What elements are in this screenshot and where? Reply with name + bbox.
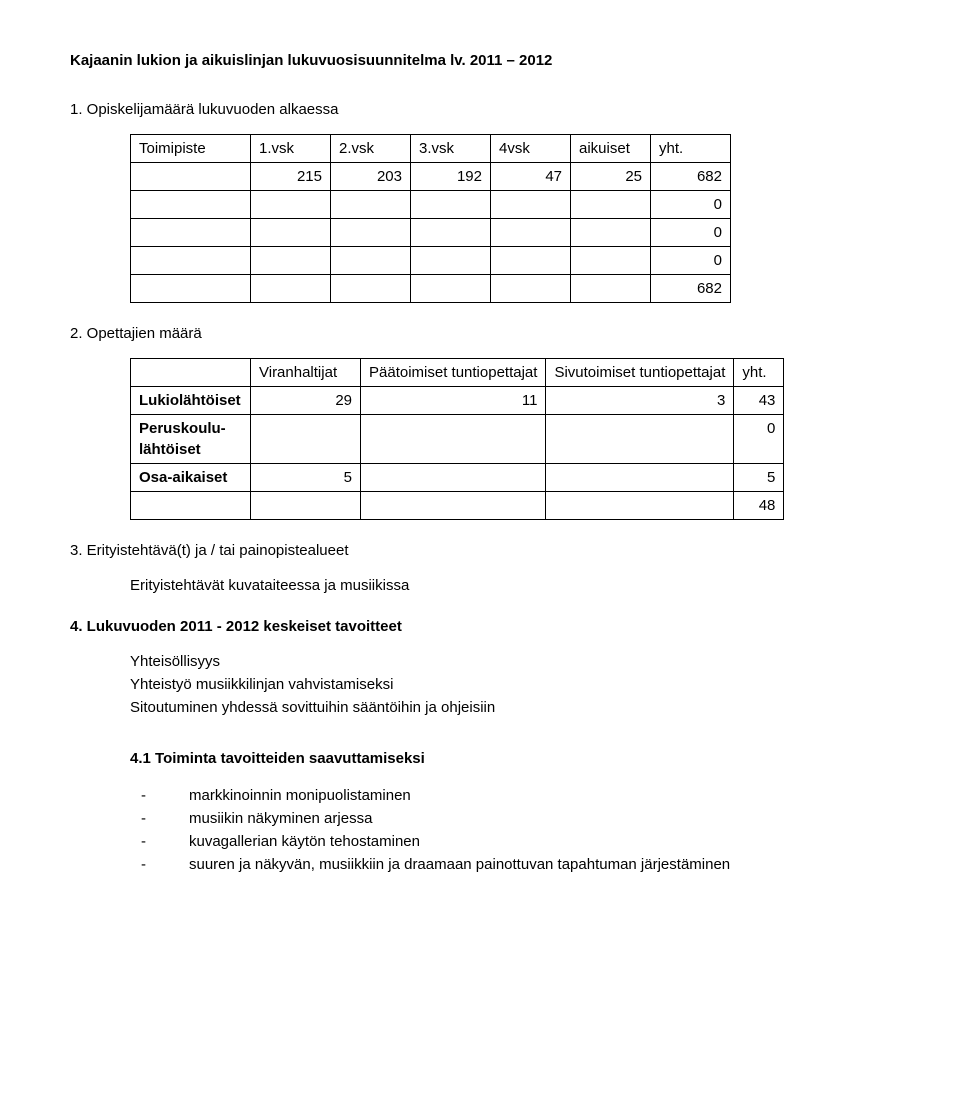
table-cell — [331, 219, 411, 247]
table-cell: 682 — [651, 163, 731, 191]
table-cell: 0 — [651, 191, 731, 219]
table-cell: 5 — [734, 464, 784, 492]
table-cell — [571, 219, 651, 247]
student-count-table: Toimipiste 1.vsk 2.vsk 3.vsk 4vsk aikuis… — [130, 134, 731, 303]
goals-list: Yhteisöllisyys Yhteistyö musiikkilinjan … — [130, 651, 890, 718]
col-paatoimiset: Päätoimiset tuntiopettajat — [361, 359, 546, 387]
table-cell — [491, 275, 571, 303]
table-cell: 11 — [361, 387, 546, 415]
table-row: Osa-aikaiset 5 5 — [131, 464, 784, 492]
table-cell — [546, 464, 734, 492]
row-label — [131, 492, 251, 520]
col-1vsk: 1.vsk — [251, 135, 331, 163]
table-row: 48 — [131, 492, 784, 520]
table-cell — [546, 492, 734, 520]
table-row: 0 — [131, 219, 731, 247]
table-cell — [331, 275, 411, 303]
table-cell: 5 — [251, 464, 361, 492]
table-cell: 0 — [651, 247, 731, 275]
goal-item: Sitoutuminen yhdessä sovittuihin sääntöi… — [130, 697, 890, 718]
table-cell — [361, 464, 546, 492]
table-row: 0 — [131, 191, 731, 219]
table-cell: 47 — [491, 163, 571, 191]
table-cell — [131, 219, 251, 247]
table-cell — [491, 191, 571, 219]
col-viranhaltijat: Viranhaltijat — [251, 359, 361, 387]
table-cell — [131, 191, 251, 219]
section-4-1-heading: 4.1 Toiminta tavoitteiden saavuttamiseks… — [130, 748, 890, 769]
table-cell — [331, 247, 411, 275]
table-cell: 682 — [651, 275, 731, 303]
table-row: Lukiolähtöiset 29 11 3 43 — [131, 387, 784, 415]
list-item: suuren ja näkyvän, musiikkiin ja draamaa… — [165, 854, 890, 875]
col-toimipiste: Toimipiste — [131, 135, 251, 163]
table-header-row: Viranhaltijat Päätoimiset tuntiopettajat… — [131, 359, 784, 387]
table-cell — [411, 275, 491, 303]
table-cell — [251, 415, 361, 464]
table-row: 682 — [131, 275, 731, 303]
table-cell — [571, 191, 651, 219]
section-2-heading: 2. Opettajien määrä — [70, 323, 890, 344]
teacher-count-table: Viranhaltijat Päätoimiset tuntiopettajat… — [130, 358, 784, 520]
table-cell: 0 — [651, 219, 731, 247]
table-cell: 0 — [734, 415, 784, 464]
table-cell: 203 — [331, 163, 411, 191]
section-3-heading: 3. Erityistehtävä(t) ja / tai painopiste… — [70, 540, 890, 561]
row-label: Peruskoulu-lähtöiset — [131, 415, 251, 464]
table-cell — [361, 415, 546, 464]
col-empty — [131, 359, 251, 387]
table-cell: 43 — [734, 387, 784, 415]
table-cell — [251, 492, 361, 520]
table-row: 0 — [131, 247, 731, 275]
table-cell: 192 — [411, 163, 491, 191]
table-cell — [546, 415, 734, 464]
section-1-heading: 1. Opiskelijamäärä lukuvuoden alkaessa — [70, 99, 890, 120]
table-row: 215 203 192 47 25 682 — [131, 163, 731, 191]
table-cell — [131, 163, 251, 191]
table-header-row: Toimipiste 1.vsk 2.vsk 3.vsk 4vsk aikuis… — [131, 135, 731, 163]
goal-item: Yhteistyö musiikkilinjan vahvistamiseksi — [130, 674, 890, 695]
list-item: musiikin näkyminen arjessa — [165, 808, 890, 829]
table-cell — [361, 492, 546, 520]
table-cell: 215 — [251, 163, 331, 191]
section-4-heading: 4. Lukuvuoden 2011 - 2012 keskeiset tavo… — [70, 616, 890, 637]
col-2vsk: 2.vsk — [331, 135, 411, 163]
table-cell — [331, 191, 411, 219]
table-cell — [131, 275, 251, 303]
col-4vsk: 4vsk — [491, 135, 571, 163]
table-cell — [571, 275, 651, 303]
document-title: Kajaanin lukion ja aikuislinjan lukuvuos… — [70, 50, 890, 71]
table-cell — [571, 247, 651, 275]
col-aikuiset: aikuiset — [571, 135, 651, 163]
col-sivutoimiset: Sivutoimiset tuntiopettajat — [546, 359, 734, 387]
col-3vsk: 3.vsk — [411, 135, 491, 163]
table-cell — [411, 191, 491, 219]
section-3-text: Erityistehtävät kuvataiteessa ja musiiki… — [130, 575, 890, 596]
table-cell — [491, 219, 571, 247]
table-row: Peruskoulu-lähtöiset 0 — [131, 415, 784, 464]
goal-item: Yhteisöllisyys — [130, 651, 890, 672]
table-cell — [251, 247, 331, 275]
list-item: kuvagallerian käytön tehostaminen — [165, 831, 890, 852]
action-bullet-list: markkinoinnin monipuolistaminen musiikin… — [165, 785, 890, 875]
row-label: Osa-aikaiset — [131, 464, 251, 492]
col-yht: yht. — [734, 359, 784, 387]
table-cell — [131, 247, 251, 275]
table-cell — [411, 219, 491, 247]
table-cell: 25 — [571, 163, 651, 191]
table-cell — [251, 219, 331, 247]
col-yht: yht. — [651, 135, 731, 163]
table-cell — [251, 191, 331, 219]
table-cell: 3 — [546, 387, 734, 415]
table-cell: 48 — [734, 492, 784, 520]
table-cell — [491, 247, 571, 275]
table-cell: 29 — [251, 387, 361, 415]
row-label: Lukiolähtöiset — [131, 387, 251, 415]
list-item: markkinoinnin monipuolistaminen — [165, 785, 890, 806]
table-cell — [411, 247, 491, 275]
table-cell — [251, 275, 331, 303]
